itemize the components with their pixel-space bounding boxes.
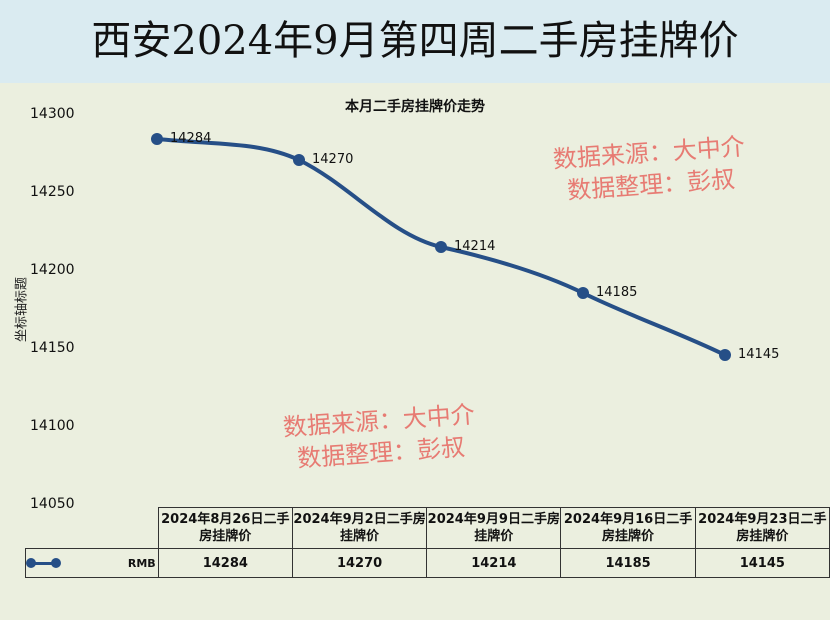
table-cell: 14185 xyxy=(560,548,696,578)
data-label: 14185 xyxy=(596,285,638,300)
y-tick: 14100 xyxy=(30,418,75,434)
data-label: 14284 xyxy=(170,131,212,146)
table-cell: 14284 xyxy=(157,548,293,578)
data-label: 14214 xyxy=(454,239,496,254)
table-cell: 14145 xyxy=(694,548,830,578)
table-cell: 14270 xyxy=(291,548,428,578)
data-point xyxy=(151,133,163,145)
table-header: 2024年8月26日二手房挂牌价 xyxy=(157,507,293,549)
table-header: 2024年9月23日二手房挂牌价 xyxy=(694,507,830,549)
legend-marker-icon xyxy=(26,558,36,568)
y-tick: 14200 xyxy=(30,262,75,278)
legend-line-icon xyxy=(28,562,58,565)
chart-title: 本月二手房挂牌价走势 xyxy=(345,99,485,115)
table-cell: 14214 xyxy=(426,548,562,578)
data-point xyxy=(435,241,447,253)
legend-label: RMB xyxy=(127,556,156,570)
data-label: 14270 xyxy=(312,152,354,167)
table-header: 2024年9月16日二手房挂牌价 xyxy=(560,507,696,549)
data-point xyxy=(293,154,305,166)
page-title: 西安2024年9月第四周二手房挂牌价 xyxy=(91,18,739,64)
y-tick: 14300 xyxy=(30,106,75,122)
data-point xyxy=(719,349,731,361)
y-tick: 14150 xyxy=(30,340,75,356)
table-header: 2024年9月9日二手房挂牌价 xyxy=(426,507,562,549)
legend-marker-icon xyxy=(51,558,61,568)
table-corner xyxy=(25,507,159,549)
table-header: 2024年9月2日二手房挂牌价 xyxy=(291,507,428,549)
header-banner: 西安2024年9月第四周二手房挂牌价 xyxy=(0,0,830,83)
data-point xyxy=(577,287,589,299)
legend-key-rmb: RMB xyxy=(25,548,159,578)
data-label: 14145 xyxy=(738,347,780,362)
y-tick: 14250 xyxy=(30,184,75,200)
data-table: 2024年8月26日二手房挂牌价 2024年9月2日二手房挂牌价 2024年9月… xyxy=(25,507,830,578)
